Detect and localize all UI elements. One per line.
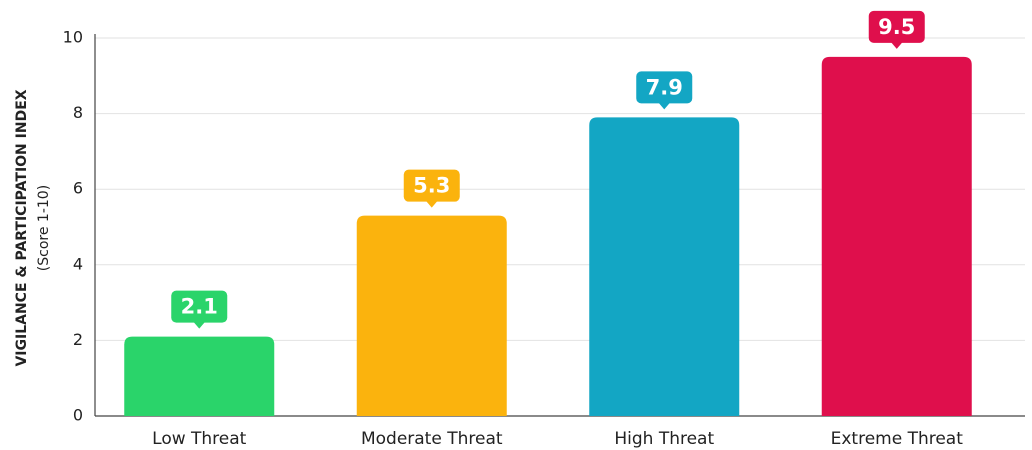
x-tick-label: Extreme Threat: [831, 429, 964, 449]
y-tick-label: 10: [63, 28, 83, 47]
value-label: 7.9: [646, 75, 683, 99]
value-label-box: [636, 71, 693, 104]
y-axis-title: VIGILANCE & PARTICIPATION INDEX: [14, 89, 30, 366]
value-label-pointer: [193, 321, 206, 329]
bar: [589, 117, 740, 416]
y-tick-label: 2: [73, 330, 83, 349]
x-tick-label: Low Threat: [152, 429, 247, 449]
y-tick-label: 6: [73, 179, 83, 198]
value-label-box: [868, 10, 925, 43]
y-tick-label: 4: [73, 254, 83, 273]
y-tick-label: 0: [73, 406, 83, 425]
bar: [124, 336, 275, 416]
x-tick-label: High Threat: [614, 429, 714, 449]
x-tick-label: Moderate Threat: [361, 429, 503, 449]
value-label-pointer: [890, 41, 903, 49]
y-tick-label: 8: [73, 103, 83, 122]
value-label: 5.3: [413, 174, 450, 198]
bar: [356, 215, 507, 416]
bar: [821, 56, 972, 417]
value-label: 9.5: [878, 15, 915, 39]
value-label-box: [171, 290, 228, 323]
value-label-pointer: [658, 102, 671, 110]
value-label: 2.1: [181, 295, 218, 319]
value-label-box: [403, 169, 460, 202]
y-axis-subtitle: (Score 1-10): [36, 185, 52, 271]
value-label-pointer: [425, 200, 438, 208]
